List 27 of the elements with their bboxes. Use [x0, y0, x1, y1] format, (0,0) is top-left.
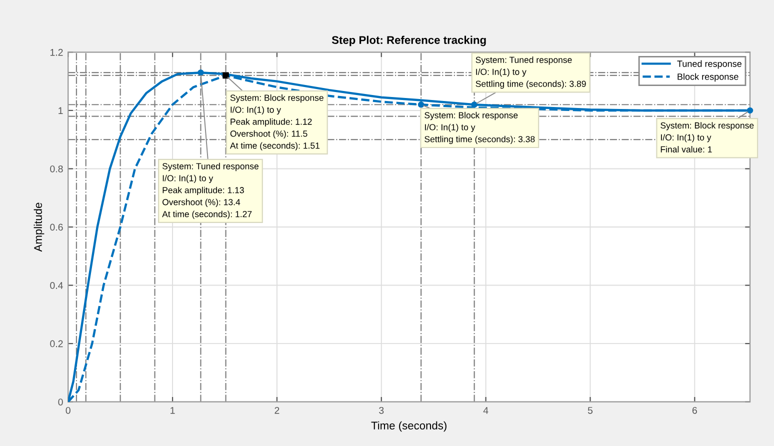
y-tick-label: 0 — [58, 398, 63, 406]
annotation: System: Block response I/O: In(1) to y Peak amplitude: 1.12 Overshoot (%): 11.5 At time (seconds): 1.51 — [230, 94, 324, 150]
point — [746, 107, 754, 114]
x-tick-label: 6 — [692, 406, 697, 414]
y-tick-label: 1 — [58, 107, 63, 114]
x-tick-label: 5 — [588, 407, 593, 414]
x-tick-label: 1 — [170, 407, 175, 414]
x-tick-label: 3 — [379, 406, 384, 414]
y-tick-label: 0.6 — [50, 224, 63, 231]
annotation: System: Block response I/O: In(1) to y Settling time (seconds): 3.38 — [424, 112, 535, 144]
x-tick-label: 2 — [274, 406, 280, 414]
legend-label: Block response — [678, 73, 738, 82]
annotation: System: Tuned response I/O: In(1) to y Settling time (seconds): 3.89 — [476, 56, 586, 89]
y-axis-title: Amplitude — [34, 202, 44, 252]
point — [471, 102, 478, 108]
y-tick-label: 0.4 — [50, 282, 63, 289]
x-tick-label: 4 — [483, 407, 488, 414]
y-tick-label: 0.2 — [50, 340, 63, 348]
legend-label: Tuned response — [677, 60, 742, 69]
x-axis-title: Time (seconds) — [371, 421, 446, 432]
chart-title: Step Plot: Reference tracking — [332, 36, 486, 46]
y-tick-label: 1.2 — [50, 48, 63, 56]
y-tick-label: 0.8 — [50, 165, 63, 172]
point — [198, 69, 204, 76]
annotation: System: Tuned response I/O: In(1) to y Peak amplitude: 1.13 Overshoot (%): 13.4 At time (seconds): 1.27 — [162, 162, 258, 219]
annotation: System: Block response I/O: In(1) to y Final value: 1 — [660, 122, 754, 152]
x-tick-label: 0 — [66, 406, 70, 414]
